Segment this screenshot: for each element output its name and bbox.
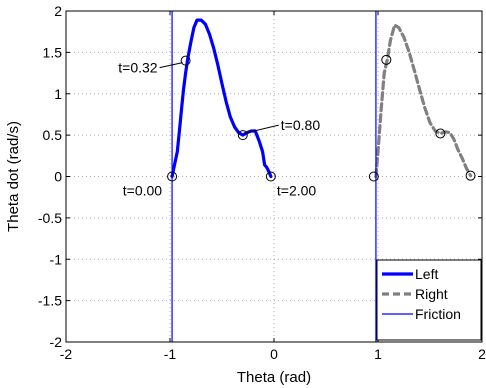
x-tick-label: -2 <box>60 346 73 362</box>
marker-point <box>237 130 248 141</box>
x-tick-label: 2 <box>478 346 486 362</box>
annotation-leader <box>244 124 279 134</box>
y-tick-label: -2 <box>50 334 63 350</box>
x-tick-label: -1 <box>164 346 177 362</box>
axis-ticks: -2 -1 0 1 2 -2 -1.5 -1 -0.5 0 0.5 1 1.5 2 <box>38 3 486 362</box>
y-tick-label: 1 <box>54 86 62 102</box>
x-axis-label: Theta (rad) <box>237 369 311 386</box>
x-tick-label: 1 <box>374 346 382 362</box>
annotation-label: t=0.80 <box>281 117 321 133</box>
series-left-line <box>170 18 273 179</box>
x-tick-label: 0 <box>270 346 278 362</box>
y-axis-label: Theta dot (rad/s) <box>5 121 22 232</box>
annotation-label: t=0.32 <box>118 60 158 76</box>
marker-point <box>368 171 379 182</box>
annotation-label: t=2.00 <box>277 183 317 199</box>
annotations: t=0.32 t=0.80 t=0.00 t=2.00 <box>118 60 320 199</box>
y-tick-label: -0.5 <box>38 210 62 226</box>
marker-point <box>167 171 178 182</box>
y-tick-label: -1.5 <box>38 293 62 309</box>
series-right-line <box>374 23 473 179</box>
y-tick-label: -1 <box>50 251 63 267</box>
legend-label-right: Right <box>415 286 448 302</box>
grid-lines <box>66 11 482 342</box>
marker-point <box>381 54 392 65</box>
legend: Left Right Friction <box>376 259 482 341</box>
annotation-label: t=0.00 <box>123 183 163 199</box>
y-tick-label: 1.5 <box>43 44 63 60</box>
legend-label-left: Left <box>415 266 438 282</box>
y-tick-label: 2 <box>54 3 62 19</box>
y-tick-label: 0 <box>54 169 62 185</box>
marker-point <box>180 55 191 66</box>
marker-point <box>435 128 446 139</box>
legend-label-friction: Friction <box>415 306 461 322</box>
marker-point <box>465 170 476 181</box>
y-tick-label: 0.5 <box>43 127 63 143</box>
timestamp-markers <box>167 54 476 182</box>
marker-point <box>265 171 276 182</box>
annotation-leader <box>159 62 183 69</box>
series-lines <box>170 11 473 342</box>
